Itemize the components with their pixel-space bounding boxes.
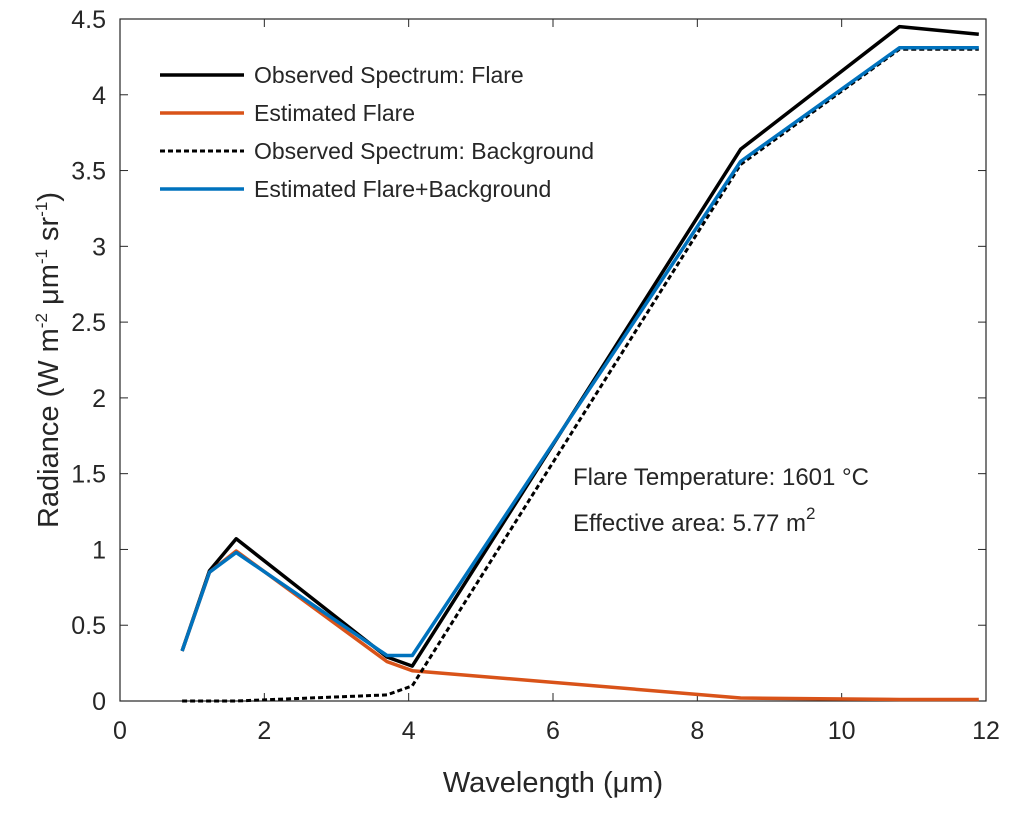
y-tick-label: 0.5: [71, 612, 106, 640]
y-tick-label: 2: [92, 385, 106, 413]
y-tick-label: 1: [92, 536, 106, 564]
y-axis-title-prefix: Radiance (W m: [33, 328, 65, 528]
y-tick-label: 2.5: [71, 309, 106, 337]
x-tick-label: 4: [402, 717, 416, 745]
y-tick-label: 0: [92, 688, 106, 716]
effective-area-text: Effective area: 5.77 m: [573, 510, 806, 537]
flare-temperature-annotation: Flare Temperature: 1601 °C: [573, 464, 869, 491]
plot-area: [119, 18, 987, 702]
x-tick-label: 8: [690, 717, 704, 745]
y-axis-title-sup2: -1: [32, 249, 51, 264]
observed-flare-line: [180, 24, 979, 668]
legend-label-observed-flare: Observed Spectrum: Flare: [254, 62, 524, 88]
x-tick-label: 2: [257, 717, 271, 745]
series-layer: [180, 24, 979, 703]
y-tick-label: 3.5: [71, 158, 106, 186]
y-axis-title: Radiance (W m-2 μm-1 sr-1): [32, 192, 65, 528]
y-axis-title-suffix: ): [33, 192, 65, 202]
legend-label-estimated-flare: Estimated Flare: [254, 100, 415, 126]
legend: Observed Spectrum: Flare Estimated Flare…: [160, 62, 594, 202]
x-tick-label: 0: [113, 717, 127, 745]
y-axis-title-sup3: -1: [32, 202, 51, 217]
x-tick-label: 10: [828, 717, 856, 745]
y-axis-title-mid2: sr: [33, 216, 65, 249]
y-axis-title-sup1: -2: [32, 313, 51, 328]
estimated-flare-background-line: [180, 46, 979, 658]
legend-label-observed-background: Observed Spectrum: Background: [254, 138, 594, 164]
y-tick-labels: 0 0.5 1 1.5 2 2.5 3 3.5 4 4.5: [71, 6, 106, 716]
x-tick-label: 6: [546, 717, 560, 745]
y-tick-label: 1.5: [71, 461, 106, 489]
axis-ticks: [119, 18, 987, 702]
x-axis-title: Wavelength (μm): [443, 767, 663, 799]
effective-area-sup: 2: [806, 504, 815, 523]
y-tick-label: 3: [92, 233, 106, 261]
y-tick-label: 4.5: [71, 6, 106, 34]
effective-area-annotation: Effective area: 5.77 m2: [573, 504, 815, 537]
x-tick-labels: 0 2 4 6 8 10 12: [113, 717, 1000, 745]
x-tick-label: 12: [972, 717, 1000, 745]
y-axis-title-mid: μm: [33, 264, 65, 313]
y-tick-label: 4: [92, 82, 106, 110]
legend-label-estimated-flare-background: Estimated Flare+Background: [254, 176, 551, 202]
